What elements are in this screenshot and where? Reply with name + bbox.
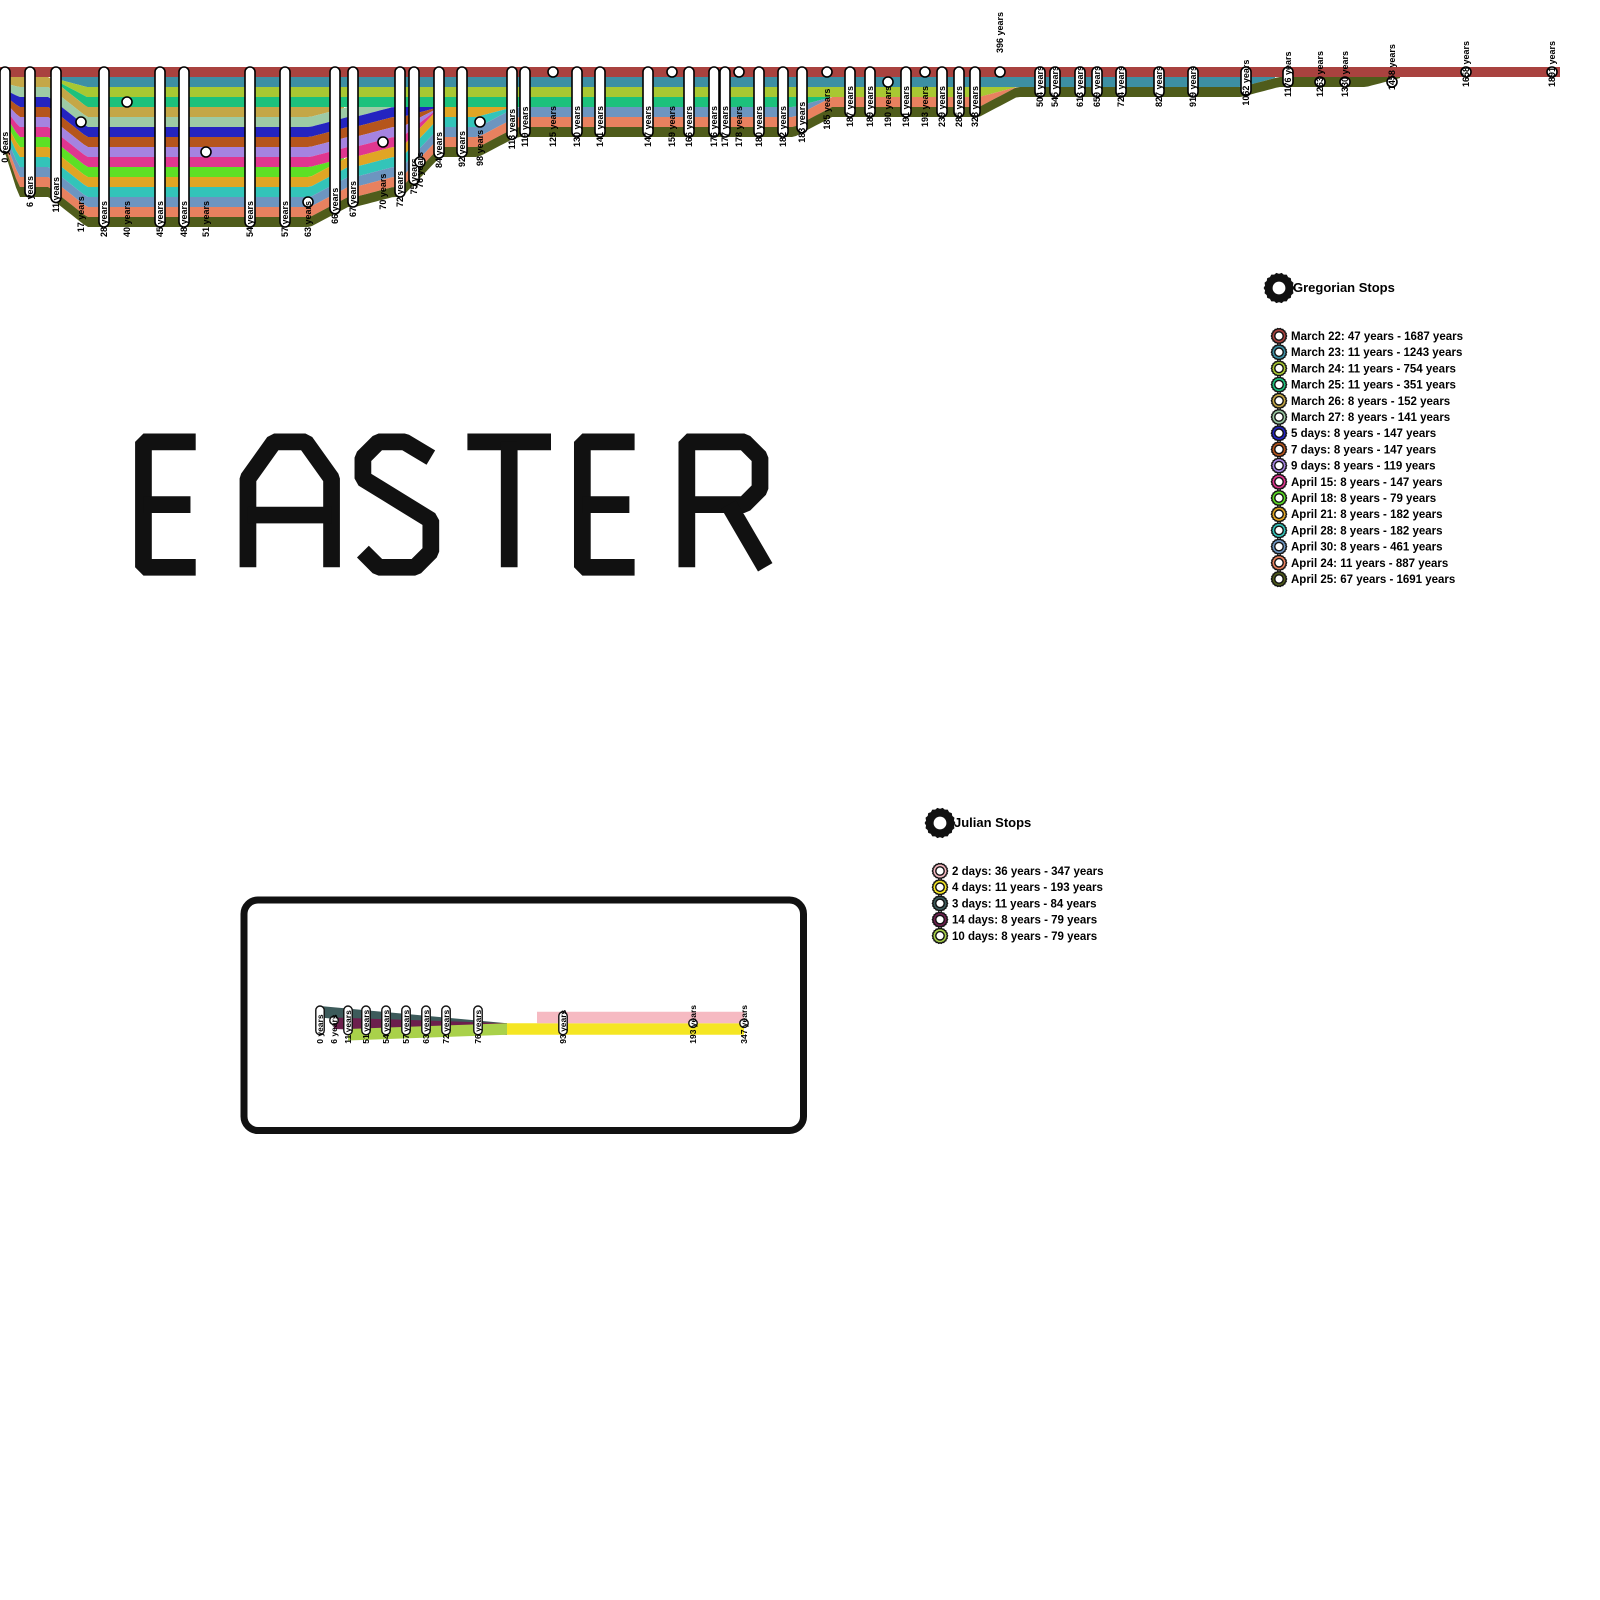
svg-text:76 years: 76 years <box>473 1009 483 1043</box>
svg-text:659 years: 659 years <box>1092 66 1102 107</box>
svg-text:187 years: 187 years <box>845 86 855 127</box>
svg-text:919 years: 919 years <box>1188 66 1198 107</box>
svg-text:193 years: 193 years <box>920 86 930 127</box>
svg-text:45 years: 45 years <box>155 201 165 237</box>
svg-text:57 years: 57 years <box>401 1009 411 1043</box>
svg-text:827 years: 827 years <box>1154 66 1164 107</box>
svg-text:92 years: 92 years <box>457 131 467 167</box>
svg-text:6 years: 6 years <box>329 1014 339 1044</box>
svg-text:1458 years: 1458 years <box>1387 44 1397 90</box>
svg-text:159 years: 159 years <box>667 106 677 147</box>
svg-text:70 years: 70 years <box>378 174 388 210</box>
svg-text:6 years: 6 years <box>25 176 35 207</box>
svg-text:285 years: 285 years <box>954 86 964 127</box>
svg-text:93 years: 93 years <box>558 1009 568 1043</box>
svg-text:180 years: 180 years <box>754 106 764 147</box>
svg-text:72 years: 72 years <box>395 171 405 207</box>
svg-text:125 years: 125 years <box>548 106 558 147</box>
svg-text:166 years: 166 years <box>684 106 694 147</box>
svg-text:10 days: 8 years - 79 years: 10 days: 8 years - 79 years <box>952 931 1097 943</box>
svg-text:April 28: 8 years - 182 years: April 28: 8 years - 182 years <box>1291 525 1443 537</box>
svg-text:April 15: 8 years - 147 years: April 15: 8 years - 147 years <box>1291 477 1443 489</box>
svg-text:63 years: 63 years <box>303 201 313 237</box>
svg-text:67 years: 67 years <box>348 181 358 217</box>
svg-text:63 years: 63 years <box>421 1009 431 1043</box>
svg-text:5 days: 8 years - 147 years: 5 days: 8 years - 147 years <box>1291 428 1436 440</box>
svg-text:Gregorian Stops: Gregorian Stops <box>1293 280 1395 295</box>
svg-text:66 years: 66 years <box>330 188 340 224</box>
svg-text:141 years: 141 years <box>595 106 605 147</box>
svg-text:1330 years: 1330 years <box>1340 51 1350 97</box>
svg-text:0 years: 0 years <box>0 132 10 163</box>
svg-text:April 30: 8 years - 461 years: April 30: 8 years - 461 years <box>1291 542 1443 554</box>
svg-text:190 years: 190 years <box>883 86 893 127</box>
svg-text:130 years: 130 years <box>572 106 582 147</box>
svg-text:0 years: 0 years <box>315 1014 325 1044</box>
svg-text:1891 years: 1891 years <box>1547 41 1557 87</box>
svg-text:March 27: 8 years - 141 years: March 27: 8 years - 141 years <box>1291 412 1450 424</box>
svg-text:178 years: 178 years <box>734 106 744 147</box>
svg-text:11 years: 11 years <box>343 1010 353 1044</box>
svg-text:54 years: 54 years <box>245 201 255 237</box>
svg-text:4 days: 11 years - 193 years: 4 days: 11 years - 193 years <box>952 882 1103 894</box>
svg-text:98 years: 98 years <box>475 130 485 166</box>
svg-text:328 years: 328 years <box>970 86 980 127</box>
svg-text:57 years: 57 years <box>280 201 290 237</box>
svg-text:177 years: 177 years <box>720 106 730 147</box>
svg-text:April 21: 8 years - 182 years: April 21: 8 years - 182 years <box>1291 509 1443 521</box>
svg-text:396 years: 396 years <box>995 12 1005 53</box>
svg-text:1062 years: 1062 years <box>1241 60 1251 106</box>
svg-text:54 years: 54 years <box>381 1009 391 1043</box>
svg-text:March 23: 11 years - 1243 year: March 23: 11 years - 1243 years <box>1291 347 1462 359</box>
svg-text:1176 years: 1176 years <box>1283 51 1293 97</box>
svg-text:189 years: 189 years <box>865 86 875 127</box>
svg-text:51 years: 51 years <box>201 201 211 237</box>
svg-text:84 years: 84 years <box>434 132 444 168</box>
svg-text:76 years: 76 years <box>415 152 425 188</box>
svg-text:51 years: 51 years <box>361 1009 371 1043</box>
svg-text:193 years: 193 years <box>688 1005 698 1044</box>
svg-text:March 25: 11 years - 351 years: March 25: 11 years - 351 years <box>1291 380 1456 392</box>
svg-text:2 days: 36 years - 347 years: 2 days: 36 years - 347 years <box>952 866 1104 878</box>
svg-text:613 years: 613 years <box>1075 66 1085 107</box>
svg-text:17 years: 17 years <box>76 196 86 232</box>
svg-text:11 years: 11 years <box>51 177 61 213</box>
svg-text:April 25: 67 years - 1691 year: April 25: 67 years - 1691 years <box>1291 574 1455 586</box>
svg-text:176 years: 176 years <box>709 106 719 147</box>
svg-text:March 24: 11 years - 754 years: March 24: 11 years - 754 years <box>1291 363 1456 375</box>
svg-text:April 24: 11 years - 887 years: April 24: 11 years - 887 years <box>1291 558 1448 570</box>
svg-text:7 days: 8 years - 147 years: 7 days: 8 years - 147 years <box>1291 444 1436 456</box>
svg-text:347 years: 347 years <box>739 1005 749 1044</box>
svg-text:Julian Stops: Julian Stops <box>954 815 1031 830</box>
svg-text:191 years: 191 years <box>901 86 911 127</box>
svg-text:185 years: 185 years <box>822 89 832 130</box>
svg-text:113 years: 113 years <box>507 109 517 150</box>
svg-text:119 years: 119 years <box>520 106 530 147</box>
svg-text:48 years: 48 years <box>179 201 189 237</box>
svg-text:183 years: 183 years <box>797 102 807 143</box>
svg-text:March 22: 47 years - 1687 year: March 22: 47 years - 1687 years <box>1291 331 1463 343</box>
svg-text:504 years: 504 years <box>1035 66 1045 107</box>
svg-text:147 years: 147 years <box>643 106 653 147</box>
svg-text:14 days: 8 years - 79 years: 14 days: 8 years - 79 years <box>952 915 1097 927</box>
svg-text:1658 years: 1658 years <box>1461 41 1471 87</box>
svg-text:72 years: 72 years <box>441 1009 451 1043</box>
svg-text:9 days: 8 years - 119 years: 9 days: 8 years - 119 years <box>1291 461 1436 473</box>
svg-text:545 years: 545 years <box>1050 66 1060 107</box>
svg-text:March 26: 8 years - 152 years: March 26: 8 years - 152 years <box>1291 396 1450 408</box>
svg-text:40 years: 40 years <box>122 201 132 237</box>
svg-text:1263 years: 1263 years <box>1315 51 1325 97</box>
svg-text:28 years: 28 years <box>99 201 109 237</box>
svg-text:724 years: 724 years <box>1116 66 1126 107</box>
svg-text:239 years: 239 years <box>937 86 947 127</box>
svg-text:3 days: 11 years - 84 years: 3 days: 11 years - 84 years <box>952 898 1097 910</box>
svg-text:April 18: 8 years - 79 years: April 18: 8 years - 79 years <box>1291 493 1436 505</box>
svg-text:182 years: 182 years <box>778 106 788 147</box>
